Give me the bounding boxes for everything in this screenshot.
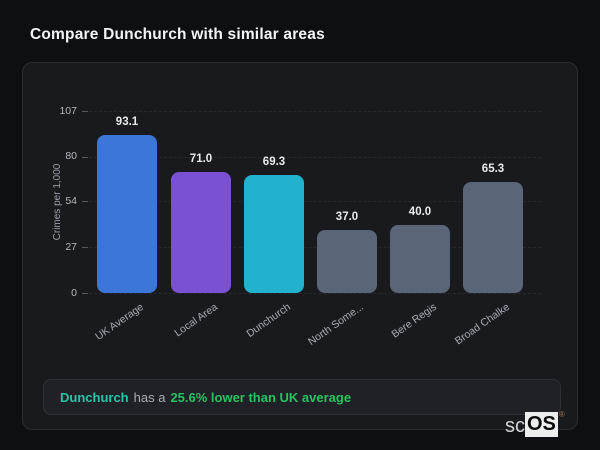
y-tick-mark bbox=[82, 293, 88, 294]
gridline-0 bbox=[89, 293, 541, 294]
note-area-name: Dunchurch bbox=[60, 389, 129, 405]
y-tick-label-27: 27 bbox=[65, 240, 77, 253]
gridline-27 bbox=[89, 247, 541, 249]
gridline-54 bbox=[89, 201, 541, 203]
y-tick-label-107: 107 bbox=[59, 104, 77, 117]
y-tick-mark bbox=[82, 111, 88, 112]
bar-dunchurch[interactable] bbox=[244, 175, 304, 293]
y-tick-mark bbox=[82, 201, 88, 203]
gridline-80 bbox=[89, 156, 541, 158]
logo-badge: OS bbox=[525, 412, 558, 437]
bar-north-some[interactable] bbox=[317, 230, 377, 293]
gridline-107 bbox=[89, 111, 541, 112]
bar-value-label-uk-average: 93.1 bbox=[115, 115, 139, 128]
page-title: Compare Dunchurch with similar areas bbox=[30, 26, 325, 43]
logo-prefix: sc bbox=[505, 415, 525, 437]
bar-broad-chalke[interactable] bbox=[463, 181, 523, 293]
insight-note: Dunchurch has a 25.6% lower than UK aver… bbox=[43, 379, 561, 415]
y-tick-label-54: 54 bbox=[65, 194, 77, 207]
y-tick-mark bbox=[82, 156, 88, 158]
y-tick-mark bbox=[82, 247, 88, 249]
y-tick-label-0: 0 bbox=[71, 286, 77, 299]
bar-bere-regis[interactable] bbox=[390, 224, 450, 293]
bar-value-label-broad-chalke: 65.3 bbox=[481, 162, 505, 175]
y-tick-label-80: 80 bbox=[65, 150, 77, 163]
chart-card: Crimes per 1,000 0 27 54 80 107 93.1 UK Averag… bbox=[22, 62, 578, 430]
note-middle-text: has a bbox=[133, 389, 166, 405]
bar-value-label-local-area: 71.0 bbox=[189, 153, 213, 166]
bar-local-area[interactable] bbox=[171, 172, 231, 293]
bar-value-label-bere-regis: 40.0 bbox=[408, 205, 432, 218]
note-highlight-text: 25.6% lower than UK average bbox=[170, 389, 352, 405]
bar-chart: Crimes per 1,000 0 27 54 80 107 93.1 UK Averag… bbox=[23, 63, 577, 429]
bar-value-label-dunchurch: 69.3 bbox=[262, 156, 286, 169]
scos-logo: sc OS ® bbox=[505, 411, 565, 437]
bar-uk-average[interactable] bbox=[97, 134, 157, 293]
registered-trademark-icon: ® bbox=[558, 410, 565, 419]
bar-value-label-north-some: 37.0 bbox=[335, 211, 359, 224]
